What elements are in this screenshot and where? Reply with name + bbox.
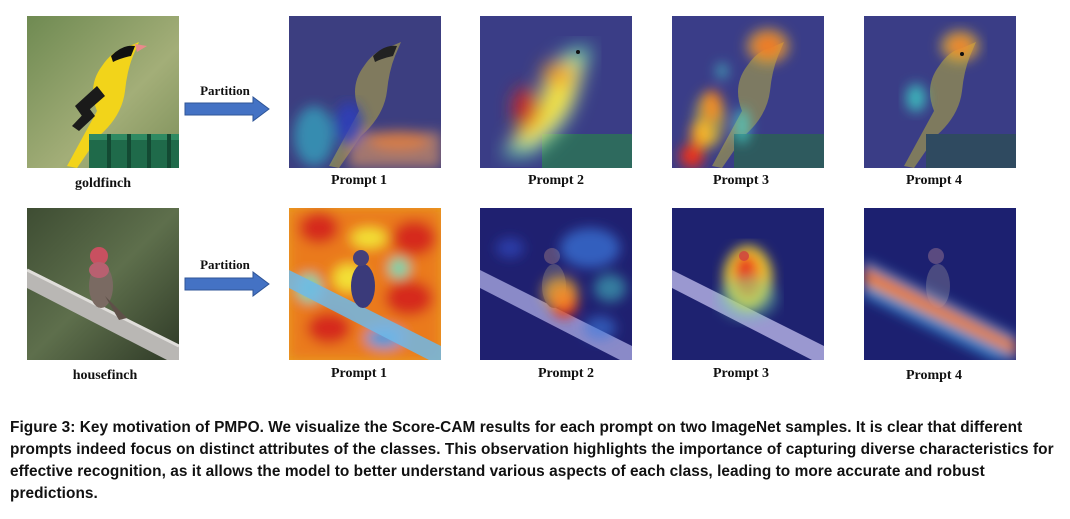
score-cam-prompt-3-goldfinch xyxy=(672,16,824,168)
housefinch-photo xyxy=(27,208,179,360)
score-cam-prompt-4-housefinch xyxy=(864,208,1016,360)
score-cam-prompt-1-goldfinch xyxy=(289,16,441,168)
partition-arrow xyxy=(183,96,271,122)
class-label-goldfinch: goldfinch xyxy=(74,176,131,191)
goldfinch-photo xyxy=(27,16,179,168)
prompt-label-2: Prompt 2 xyxy=(537,366,595,381)
prompt-label-1: Prompt 1 xyxy=(330,173,388,188)
partition-label: Partition xyxy=(200,83,250,98)
prompt-label-4: Prompt 4 xyxy=(905,368,963,383)
score-cam-prompt-3-housefinch xyxy=(672,208,824,360)
score-cam-prompt-1-housefinch xyxy=(289,208,441,360)
partition-arrow xyxy=(183,271,271,297)
prompt-label-3: Prompt 3 xyxy=(712,173,770,188)
prompt-label-1: Prompt 1 xyxy=(330,366,388,381)
prompt-label-4: Prompt 4 xyxy=(905,173,963,188)
prompt-label-2: Prompt 2 xyxy=(527,173,585,188)
partition-label: Partition xyxy=(200,257,250,272)
prompt-label-3: Prompt 3 xyxy=(712,366,770,381)
score-cam-prompt-4-goldfinch xyxy=(864,16,1016,168)
figure-caption: Figure 3: Key motivation of PMPO. We vis… xyxy=(10,419,1054,502)
score-cam-prompt-2-housefinch xyxy=(480,208,632,360)
class-label-housefinch: housefinch xyxy=(72,368,138,383)
score-cam-prompt-2-goldfinch xyxy=(480,16,632,168)
